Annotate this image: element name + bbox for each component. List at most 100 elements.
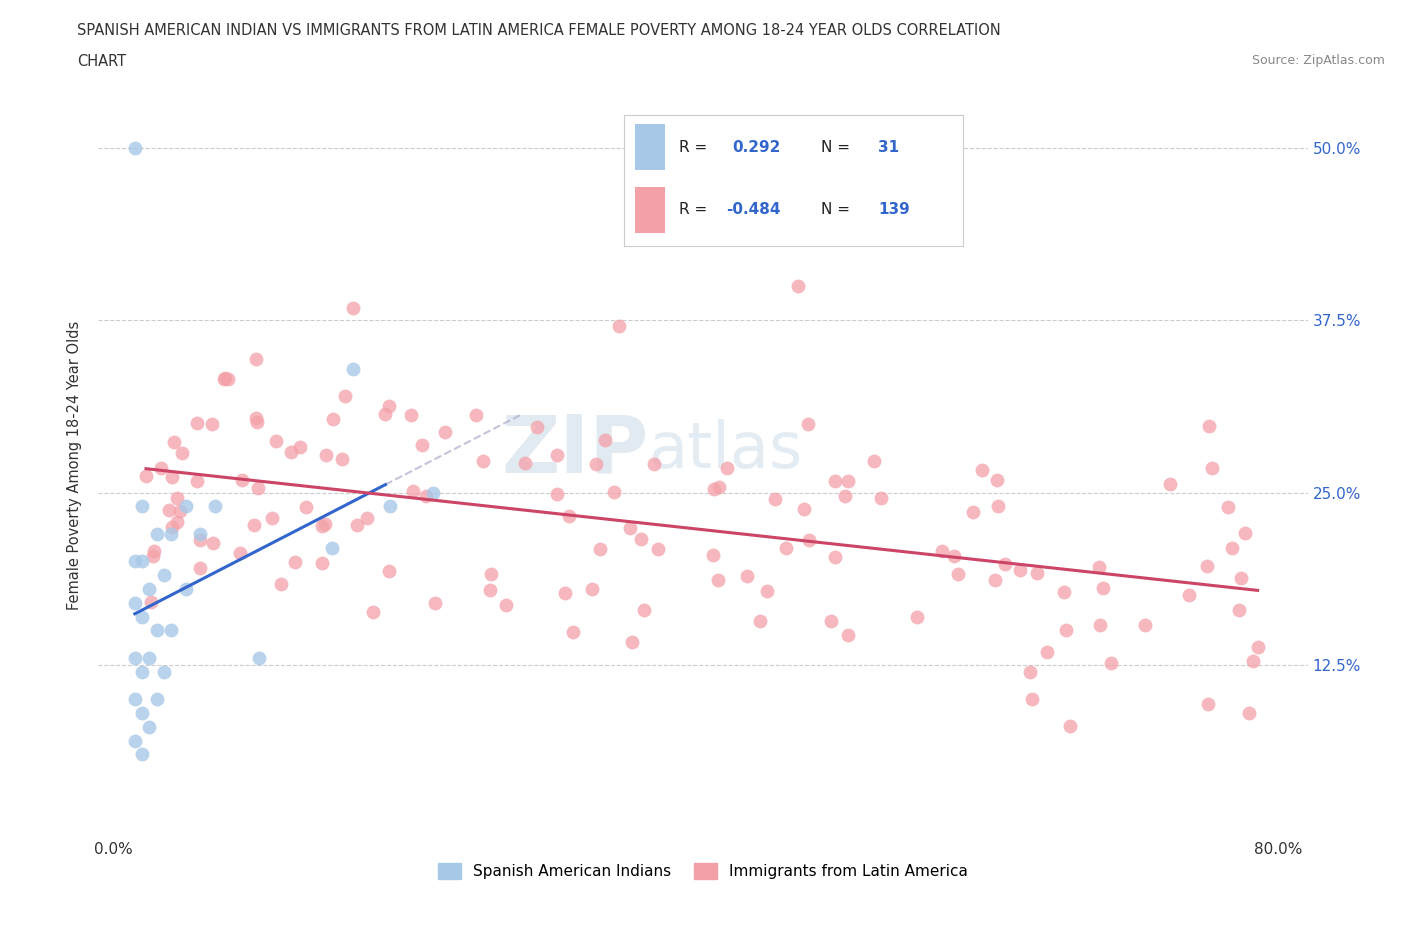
Spanish American Indians bbox=[422, 485, 444, 500]
Immigrants from Latin America bbox=[415, 489, 437, 504]
Spanish American Indians bbox=[247, 650, 270, 665]
Immigrants from Latin America bbox=[589, 542, 612, 557]
Immigrants from Latin America bbox=[526, 419, 548, 434]
Immigrants from Latin America bbox=[200, 417, 222, 432]
Immigrants from Latin America bbox=[1233, 525, 1256, 540]
Immigrants from Latin America bbox=[749, 614, 772, 629]
Immigrants from Latin America bbox=[374, 406, 396, 421]
Immigrants from Latin America bbox=[513, 456, 536, 471]
Text: atlas: atlas bbox=[648, 419, 803, 481]
Immigrants from Latin America bbox=[314, 516, 336, 531]
Immigrants from Latin America bbox=[797, 532, 820, 547]
Immigrants from Latin America bbox=[495, 598, 517, 613]
Spanish American Indians bbox=[378, 498, 401, 513]
Immigrants from Latin America bbox=[322, 411, 344, 426]
Immigrants from Latin America bbox=[585, 457, 607, 472]
Immigrants from Latin America bbox=[231, 473, 253, 488]
Immigrants from Latin America bbox=[987, 498, 1010, 513]
Immigrants from Latin America bbox=[247, 480, 270, 495]
Immigrants from Latin America bbox=[793, 501, 815, 516]
Text: CHART: CHART bbox=[77, 54, 127, 69]
Immigrants from Latin America bbox=[546, 447, 568, 462]
Immigrants from Latin America bbox=[149, 461, 172, 476]
Immigrants from Latin America bbox=[703, 482, 725, 497]
Immigrants from Latin America bbox=[621, 634, 644, 649]
Immigrants from Latin America bbox=[581, 581, 603, 596]
Immigrants from Latin America bbox=[834, 488, 856, 503]
Immigrants from Latin America bbox=[558, 509, 581, 524]
Immigrants from Latin America bbox=[1133, 618, 1156, 632]
Spanish American Indians bbox=[174, 581, 197, 596]
Immigrants from Latin America bbox=[1201, 460, 1223, 475]
Immigrants from Latin America bbox=[142, 549, 165, 564]
Immigrants from Latin America bbox=[188, 561, 211, 576]
Immigrants from Latin America bbox=[228, 545, 250, 560]
Immigrants from Latin America bbox=[186, 474, 208, 489]
Immigrants from Latin America bbox=[1241, 653, 1264, 668]
Spanish American Indians bbox=[145, 623, 167, 638]
Immigrants from Latin America bbox=[633, 603, 655, 618]
Immigrants from Latin America bbox=[288, 439, 311, 454]
Immigrants from Latin America bbox=[172, 445, 194, 460]
Immigrants from Latin America bbox=[824, 473, 846, 488]
Immigrants from Latin America bbox=[433, 425, 456, 440]
Spanish American Indians bbox=[131, 664, 153, 679]
Immigrants from Latin America bbox=[160, 470, 183, 485]
Immigrants from Latin America bbox=[425, 595, 447, 610]
Spanish American Indians bbox=[124, 650, 146, 665]
Immigrants from Latin America bbox=[346, 518, 368, 533]
Immigrants from Latin America bbox=[186, 415, 208, 430]
Immigrants from Latin America bbox=[264, 434, 287, 449]
Immigrants from Latin America bbox=[169, 503, 191, 518]
Spanish American Indians bbox=[190, 526, 212, 541]
Immigrants from Latin America bbox=[554, 585, 576, 600]
Spanish American Indians bbox=[124, 140, 146, 155]
Immigrants from Latin America bbox=[709, 480, 731, 495]
Immigrants from Latin America bbox=[1088, 559, 1111, 574]
Immigrants from Latin America bbox=[143, 543, 166, 558]
Immigrants from Latin America bbox=[243, 518, 266, 533]
Immigrants from Latin America bbox=[763, 492, 786, 507]
Immigrants from Latin America bbox=[737, 568, 759, 583]
Immigrants from Latin America bbox=[716, 460, 738, 475]
Immigrants from Latin America bbox=[411, 437, 433, 452]
Immigrants from Latin America bbox=[214, 370, 236, 385]
Spanish American Indians bbox=[153, 568, 176, 583]
Immigrants from Latin America bbox=[356, 511, 378, 525]
Immigrants from Latin America bbox=[962, 504, 984, 519]
Spanish American Indians bbox=[342, 361, 364, 376]
Immigrants from Latin America bbox=[1035, 644, 1057, 659]
Spanish American Indians bbox=[145, 526, 167, 541]
Immigrants from Latin America bbox=[1220, 540, 1243, 555]
Spanish American Indians bbox=[124, 595, 146, 610]
Immigrants from Latin America bbox=[160, 520, 183, 535]
Immigrants from Latin America bbox=[315, 447, 337, 462]
Immigrants from Latin America bbox=[1026, 566, 1049, 581]
Immigrants from Latin America bbox=[943, 549, 966, 564]
Immigrants from Latin America bbox=[870, 490, 893, 505]
Immigrants from Latin America bbox=[166, 514, 188, 529]
Immigrants from Latin America bbox=[1198, 419, 1220, 434]
Immigrants from Latin America bbox=[399, 407, 422, 422]
Immigrants from Latin America bbox=[775, 540, 797, 555]
Spanish American Indians bbox=[321, 540, 343, 555]
Immigrants from Latin America bbox=[1053, 585, 1076, 600]
Immigrants from Latin America bbox=[972, 463, 994, 478]
Spanish American Indians bbox=[153, 664, 176, 679]
Immigrants from Latin America bbox=[797, 417, 820, 432]
Y-axis label: Female Poverty Among 18-24 Year Olds: Female Poverty Among 18-24 Year Olds bbox=[67, 320, 83, 610]
Spanish American Indians bbox=[204, 498, 226, 513]
Immigrants from Latin America bbox=[905, 609, 928, 624]
Immigrants from Latin America bbox=[246, 415, 269, 430]
Immigrants from Latin America bbox=[311, 518, 333, 533]
Immigrants from Latin America bbox=[755, 583, 778, 598]
Immigrants from Latin America bbox=[1227, 603, 1250, 618]
Spanish American Indians bbox=[174, 498, 197, 513]
Immigrants from Latin America bbox=[837, 474, 859, 489]
Immigrants from Latin America bbox=[333, 389, 356, 404]
Immigrants from Latin America bbox=[260, 511, 283, 525]
Immigrants from Latin America bbox=[1159, 477, 1181, 492]
Immigrants from Latin America bbox=[212, 372, 235, 387]
Immigrants from Latin America bbox=[786, 278, 808, 293]
Immigrants from Latin America bbox=[402, 484, 425, 498]
